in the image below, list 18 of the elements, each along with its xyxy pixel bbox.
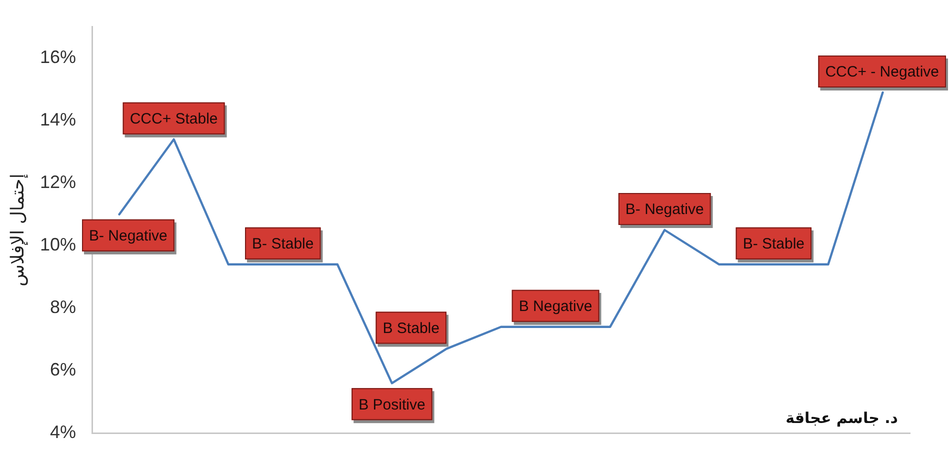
- data-label: B Positive: [358, 396, 426, 414]
- data-label: B Stable: [382, 320, 440, 337]
- y-tick-label: 14%: [40, 110, 76, 130]
- data-label: B Negative: [518, 298, 592, 316]
- y-tick-label: 16%: [40, 47, 76, 68]
- data-label: B- Stable: [742, 236, 805, 253]
- annotation: د. جاسم عجاقة: [786, 409, 898, 428]
- y-tick-label: 6%: [50, 360, 76, 380]
- y-tick-label: 4%: [50, 422, 76, 442]
- data-label: CCC+ - Negative: [825, 64, 940, 81]
- y-tick-label: 10%: [40, 234, 76, 255]
- data-label: CCC+ Stable: [130, 110, 218, 128]
- data-label: B- Stable: [252, 236, 314, 253]
- y-tick-label: 8%: [50, 297, 76, 318]
- data-label: B- Negative: [88, 228, 168, 245]
- y-axis-title: إحتمال الإفلاس: [7, 174, 28, 286]
- data-label: B- Negative: [625, 201, 704, 218]
- y-tick-label: 12%: [40, 172, 76, 192]
